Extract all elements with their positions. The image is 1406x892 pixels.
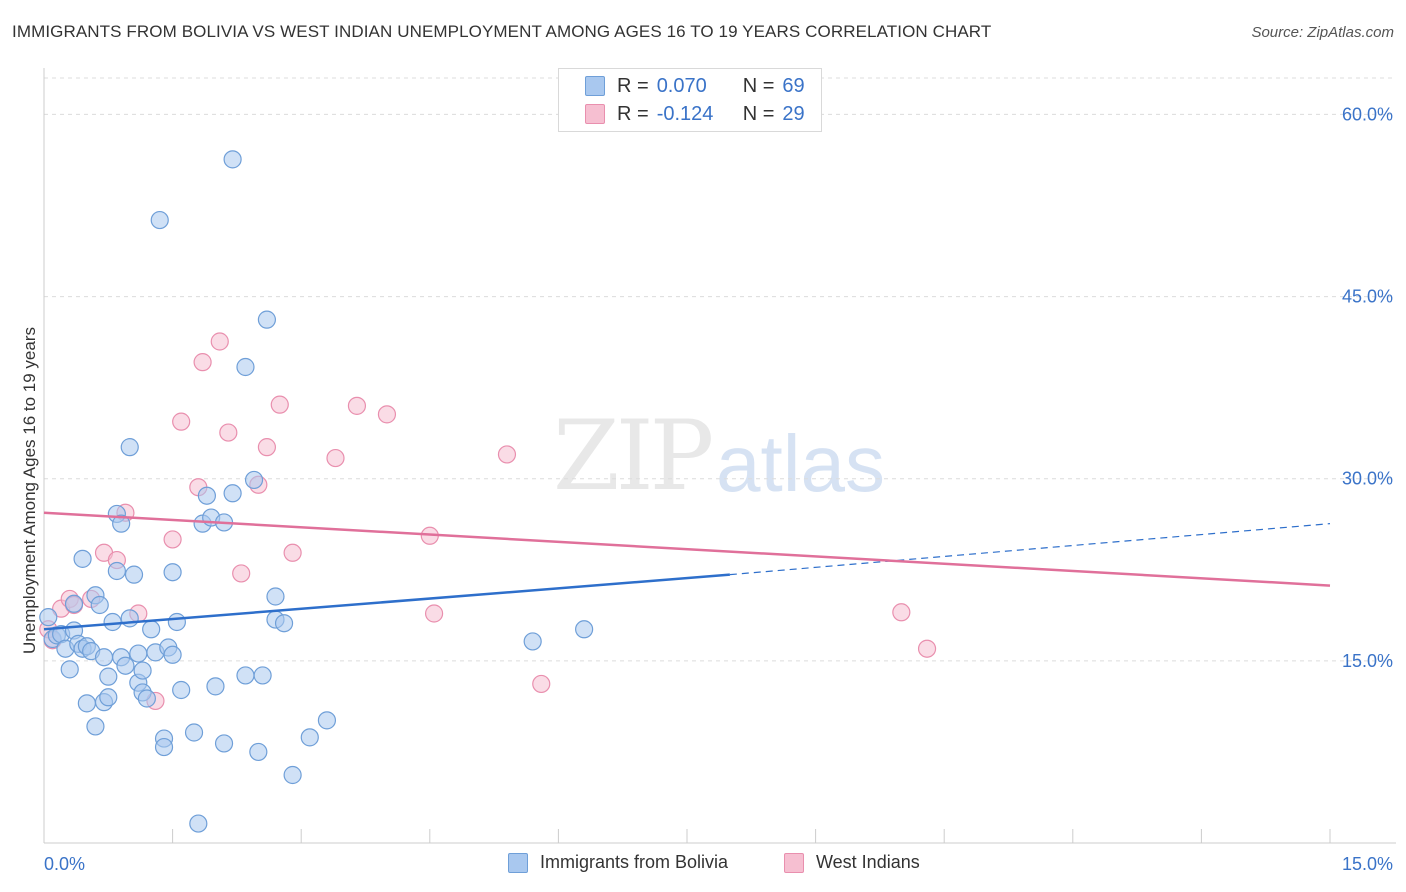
bolivia-point [60, 660, 79, 679]
west-indian-point [219, 423, 238, 442]
bolivia-point [112, 514, 131, 533]
legend-item-label: Immigrants from Bolivia [540, 852, 729, 872]
bolivia-point [253, 666, 272, 685]
bolivia-point [236, 666, 255, 685]
west-indian-point [163, 530, 182, 549]
bolivia-point [257, 310, 277, 329]
bolivia-point [124, 565, 144, 584]
legend-n-label: N = [742, 102, 775, 125]
legend-item-bolivia: Immigrants from Bolivia [508, 852, 728, 873]
bolivia-point [120, 609, 139, 628]
bolivia-point [300, 728, 319, 747]
y-tick-label: 30.0% [1342, 469, 1393, 489]
bolivia-point [39, 608, 58, 627]
legend-n-value: 69 [782, 74, 805, 97]
bolivia-point [172, 680, 191, 700]
bolivia-point [94, 648, 114, 667]
west-indian-point [917, 639, 937, 658]
y-tick-label: 60.0% [1342, 104, 1393, 124]
west-indian-point [210, 332, 229, 351]
bolivia-point [64, 594, 84, 613]
west-indian-point [347, 396, 367, 415]
y-axis-label: Unemployment Among Ages 16 to 19 years [20, 327, 39, 654]
west-indian-point [377, 405, 397, 424]
legend-swatch-blue [585, 76, 605, 96]
bolivia-point [99, 688, 118, 707]
bolivia-point [244, 470, 264, 490]
bolivia-point [223, 150, 242, 169]
legend-item-label: West Indians [816, 852, 920, 872]
bolivia-point [184, 723, 204, 742]
bolivia-point [163, 645, 182, 664]
west-indian-point [172, 412, 191, 431]
bolivia-point [214, 734, 234, 753]
west-indian-point [193, 353, 212, 372]
bolivia-point [137, 689, 156, 708]
y-tick-label: 45.0% [1342, 287, 1393, 307]
x-tick-label: 0.0% [44, 854, 85, 874]
source-label: Source: ZipAtlas.com [1251, 24, 1394, 41]
bolivia-point [107, 561, 126, 581]
bolivia-point [575, 620, 594, 639]
bolivia-point [77, 694, 96, 713]
bolivia-trend-line [43, 573, 730, 631]
bolivia-point [99, 667, 118, 686]
bolivia-point [317, 711, 337, 730]
legend-swatch-pink [585, 104, 605, 124]
legend-r-value: 0.070 [656, 74, 707, 97]
bolivia-point [163, 563, 182, 582]
correlation-legend: R = 0.070 N = 69 R = -0.124 N = 29 [558, 68, 822, 132]
bolivia-point [274, 614, 294, 633]
bolivia-point [142, 620, 161, 639]
legend-row-bolivia: R = 0.070 N = 69 [585, 73, 805, 99]
bolivia-point [283, 765, 302, 785]
bolivia-point [189, 814, 208, 833]
legend-r-value: -0.124 [656, 102, 714, 125]
bolivia-point [103, 612, 122, 632]
y-tick-label: 15.0% [1342, 651, 1393, 671]
legend-row-west-indians: R = -0.124 N = 29 [585, 101, 805, 127]
bolivia-point [249, 742, 268, 762]
bolivia-point [116, 656, 135, 675]
bolivia-point [223, 484, 242, 503]
west-indian-point [270, 395, 289, 414]
bolivia-point [523, 632, 542, 651]
west-indian-point [892, 603, 911, 622]
bolivia-point [206, 677, 225, 696]
x-tick-label: 15.0% [1342, 854, 1393, 874]
west-indian-point [497, 445, 517, 464]
west-indian-point [424, 604, 444, 623]
west-indian-trend-line [43, 511, 1331, 587]
legend-swatch-blue [508, 852, 528, 873]
bolivia-point [90, 595, 109, 615]
bolivia-point [129, 644, 148, 663]
series-legend: Immigrants from Bolivia West Indians [0, 850, 1406, 878]
legend-r-label: R = [617, 102, 649, 125]
legend-n-label: N = [742, 74, 775, 97]
bolivia-trend-extension [729, 523, 1331, 576]
watermark-zip: ZIP [553, 400, 714, 512]
legend-item-west-indians: West Indians [784, 852, 920, 873]
bolivia-point [133, 661, 152, 680]
bolivia-point [167, 612, 186, 632]
bolivia-point [86, 717, 105, 736]
bolivia-point [154, 737, 174, 757]
bolivia-point [266, 587, 285, 606]
watermark-atlas: atlas [716, 419, 885, 508]
bolivia-point [73, 549, 92, 568]
bolivia-point [120, 438, 139, 457]
west-indian-point [532, 674, 551, 694]
bolivia-point [197, 486, 216, 505]
legend-swatch-pink [784, 852, 804, 873]
west-indian-point [283, 543, 302, 562]
chart-title: IMMIGRANTS FROM BOLIVIA VS WEST INDIAN U… [12, 22, 992, 41]
west-indian-point [232, 564, 251, 583]
legend-r-label: R = [617, 74, 649, 97]
west-indian-point [326, 448, 345, 468]
bolivia-point [236, 357, 255, 377]
legend-n-value: 29 [782, 102, 805, 125]
west-indian-point [257, 438, 277, 457]
bolivia-point [150, 210, 169, 230]
